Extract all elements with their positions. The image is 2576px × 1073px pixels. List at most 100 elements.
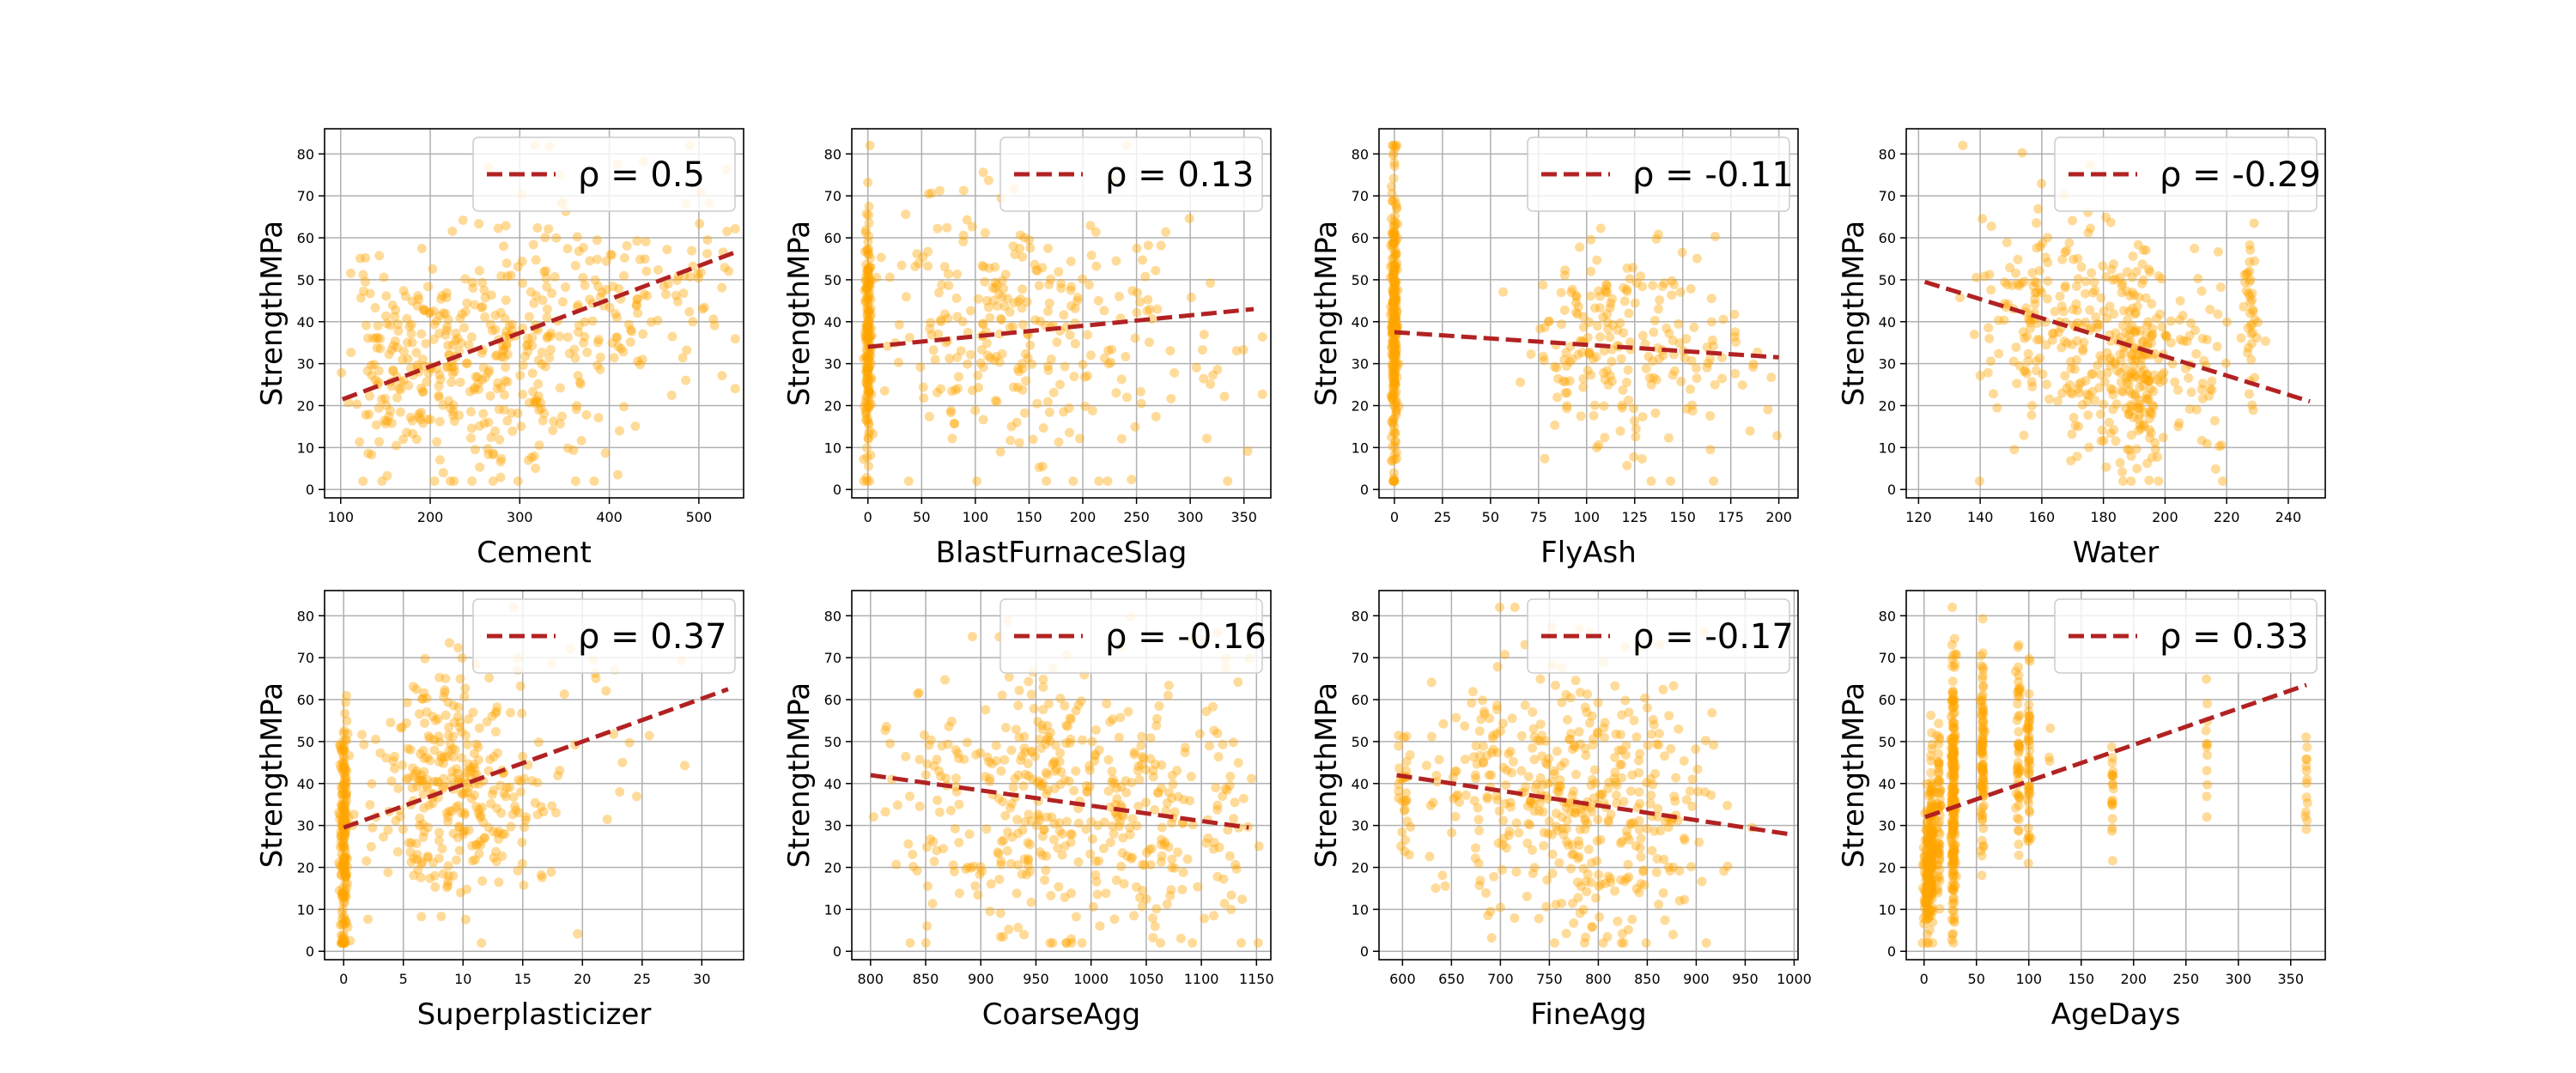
scatter-point [493,378,503,388]
scatter-point [2022,723,2032,733]
scatter-point [1090,750,1100,761]
scatter-point [355,293,366,303]
scatter-point [1488,744,1498,755]
scatter-point [1391,351,1401,361]
legend-label: ρ = -0.17 [1632,617,1794,657]
scatter-point [860,331,871,342]
scatter-point [1561,689,1571,700]
scatter-point [980,227,990,238]
scatter-point [506,821,516,832]
scatter-point [1390,265,1400,276]
scatter-point [2078,344,2088,354]
scatter-point [978,415,988,425]
scatter-point [1668,862,1679,872]
scatter-point [1610,886,1619,896]
scatter-point [1165,346,1176,356]
scatter-point [561,282,571,292]
scatter-point [501,783,512,793]
scatter-point [1926,797,1936,808]
scatter-point [1664,711,1674,721]
scatter-point [1043,365,1054,375]
scatter-point [987,283,998,293]
scatter-point [1949,763,1959,773]
subplot-blastfurnaceslag: 0 50 100 150 200 250 300 35001020304050607080Bl… [782,128,1272,570]
scatter-point [1111,875,1121,885]
scatter-point [1087,834,1097,844]
scatter-point [459,827,468,836]
scatter-point [1428,797,1438,808]
scatter-point [953,372,963,382]
scatter-point [1099,306,1109,316]
scatter-point [939,309,950,319]
x-tick-label: 1050 [1129,971,1164,987]
scatter-point [1928,917,1938,927]
scatter-point [1078,274,1088,284]
scatter-point [2081,376,2091,386]
scatter-point [392,392,402,403]
scatter-point [1923,882,1934,892]
scatter-point [2067,429,2077,440]
scatter-point [1389,378,1399,388]
scatter-point [1390,142,1400,153]
scatter-point [1976,651,1986,661]
scatter-point [592,235,602,246]
y-tick-label: 80 [297,608,314,624]
scatter-point [864,428,874,439]
scatter-point [386,718,396,728]
scatter-point [1947,835,1957,846]
scatter-point [1390,264,1400,274]
scatter-point [1606,809,1616,820]
scatter-point [579,337,589,348]
scatter-point [1920,835,1930,845]
scatter-point [2110,274,2120,284]
scatter-point [1186,772,1196,782]
scatter-point [498,341,508,351]
scatter-point [1186,292,1196,302]
scatter-point [1922,805,1932,815]
scatter-point [1498,864,1508,875]
scatter-point [1922,893,1932,903]
scatter-point [2130,308,2141,318]
scatter-point [1593,321,1603,331]
scatter-point [1595,912,1604,922]
scatter-point [462,739,472,749]
scatter-point [1393,285,1403,295]
scatter-point [401,718,411,728]
scatter-point [337,906,347,917]
scatter-point [1220,784,1230,794]
scatter-point [1927,800,1937,810]
scatter-point [2032,243,2042,253]
scatter-point [595,365,605,374]
scatter-point [1111,256,1121,266]
scatter-point [335,861,345,871]
scatter-point [865,355,874,366]
scatter-point [336,832,346,842]
scatter-point [1049,819,1060,829]
scatter-point [1522,891,1532,901]
scatter-point [451,328,461,338]
scatter-point [2032,335,2042,345]
scatter-point [337,888,348,898]
scatter-point [2032,277,2042,288]
scatter-point [862,443,872,453]
axes-frame [1378,590,1799,961]
scatter-point [2132,301,2142,312]
scatter-point [2024,769,2034,779]
scatter-point [342,767,352,776]
scatter-point [1390,357,1400,367]
scatter-point [1927,842,1937,852]
scatter-point [340,891,350,901]
scatter-point [1023,838,1033,848]
scatter-point [1947,661,1957,671]
scatter-point [1391,407,1401,417]
scatter-point [1923,825,1934,835]
y-axis-label: StrengthMPa [782,221,817,406]
scatter-point [1927,863,1937,873]
scatter-point [479,418,489,428]
scatter-point [1657,282,1668,292]
scatter-point [928,345,939,355]
scatter-point [1144,845,1154,855]
scatter-point [1948,788,1959,798]
scatter-point [1947,852,1957,862]
scatter-point [2215,282,2226,293]
